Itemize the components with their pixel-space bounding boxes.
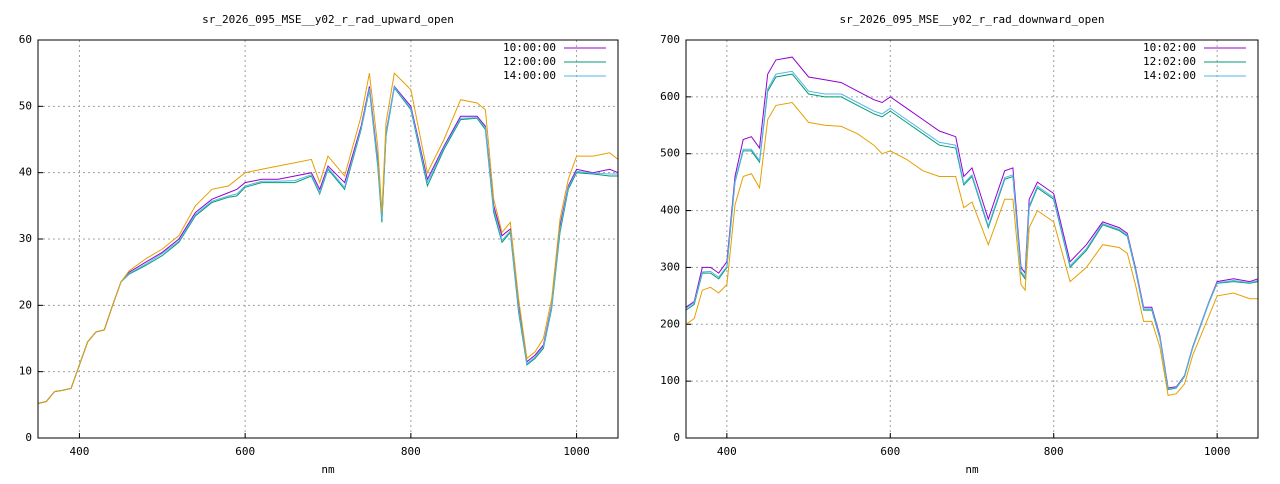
y-tick-label: 700 [660, 33, 680, 46]
y-tick-label: 0 [25, 431, 32, 444]
legend-label: 14:02:00 [1143, 69, 1196, 82]
y-tick-label: 200 [660, 317, 680, 330]
y-tick-label: 60 [19, 33, 32, 46]
series-line [685, 70, 1259, 390]
x-axis-label: nm [321, 463, 335, 476]
x-tick-label: 600 [235, 445, 255, 458]
series-line [37, 85, 619, 404]
series-line [37, 72, 619, 404]
series-line [685, 56, 1259, 389]
series-line [37, 85, 618, 404]
y-tick-label: 50 [19, 99, 32, 112]
legend-label: 12:02:00 [1143, 55, 1196, 68]
plot-frame [37, 39, 619, 439]
x-tick-label: 1000 [563, 445, 590, 458]
x-tick-label: 400 [717, 445, 737, 458]
x-tick-label: 800 [401, 445, 421, 458]
x-tick-label: 600 [880, 445, 900, 458]
y-tick-label: 20 [19, 298, 32, 311]
chart: sr_2026_095_MSE__y02_r_rad_downward_open… [660, 13, 1259, 476]
series-line [685, 101, 1258, 396]
series-line [685, 73, 1259, 391]
legend-label: 10:00:00 [503, 41, 556, 54]
chart: sr_2026_095_MSE__y02_r_rad_upward_opennm… [19, 13, 619, 476]
y-tick-label: 30 [19, 232, 32, 245]
y-tick-label: 500 [660, 147, 680, 160]
y-tick-label: 300 [660, 260, 680, 273]
y-tick-label: 10 [19, 365, 32, 378]
y-tick-label: 100 [660, 374, 680, 387]
x-tick-label: 400 [69, 445, 89, 458]
chart-title: sr_2026_095_MSE__y02_r_rad_downward_open [840, 13, 1105, 26]
plot-frame [685, 39, 1259, 439]
y-tick-label: 600 [660, 90, 680, 103]
y-tick-label: 0 [673, 431, 680, 444]
legend-label: 12:00:00 [503, 55, 556, 68]
x-tick-label: 1000 [1204, 445, 1231, 458]
x-axis-label: nm [965, 463, 979, 476]
y-tick-label: 400 [660, 204, 680, 217]
chart-title: sr_2026_095_MSE__y02_r_rad_upward_open [202, 13, 454, 26]
x-tick-label: 800 [1044, 445, 1064, 458]
y-tick-label: 40 [19, 166, 32, 179]
legend-label: 14:00:00 [503, 69, 556, 82]
legend-label: 10:02:00 [1143, 41, 1196, 54]
series-line [37, 86, 618, 404]
